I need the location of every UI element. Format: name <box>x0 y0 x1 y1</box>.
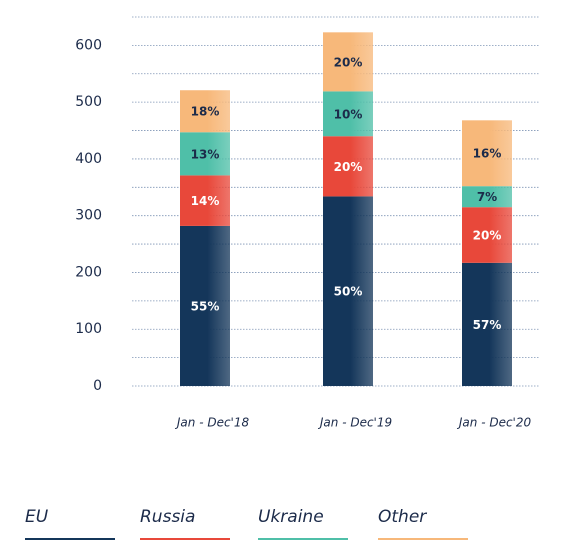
x-tick-label: Jan - Dec'19 <box>318 416 392 430</box>
bar-segment <box>462 262 512 386</box>
percent-label: 18% <box>191 105 220 119</box>
percent-label: 13% <box>191 147 220 161</box>
y-tick-label: 400 <box>75 151 102 167</box>
bar-segment <box>323 32 373 92</box>
percent-label: 20% <box>473 228 502 242</box>
legend-label: Other <box>378 507 427 527</box>
percent-label: 57% <box>473 318 502 332</box>
y-tick-label: 600 <box>75 37 102 53</box>
percent-label: 16% <box>473 147 502 161</box>
bar-segment <box>462 207 512 263</box>
bar-segment <box>180 225 230 386</box>
legend-label: Ukraine <box>258 507 324 527</box>
y-tick-label: 0 <box>93 378 102 394</box>
percent-label: 7% <box>477 190 497 204</box>
x-tick-label: Jan - Dec'18 <box>175 416 250 430</box>
percent-label: 10% <box>334 107 363 121</box>
legend-swatch <box>25 538 115 540</box>
x-tick-label: Jan - Dec'20 <box>457 416 532 430</box>
bar-segment <box>180 90 230 133</box>
bar-segment <box>323 136 373 197</box>
percent-label: 55% <box>191 299 220 313</box>
legend-swatch <box>140 538 230 540</box>
legend-swatch <box>378 538 468 540</box>
y-tick-label: 500 <box>75 94 102 110</box>
bar-segment <box>462 120 512 187</box>
y-tick-label: 300 <box>75 208 102 224</box>
y-tick-label: 200 <box>75 264 102 280</box>
percent-label: 20% <box>334 160 363 174</box>
bar-segment <box>462 186 512 208</box>
y-tick-label: 100 <box>75 321 102 337</box>
legend-swatch <box>258 538 348 540</box>
percent-label: 20% <box>334 55 363 69</box>
bar-segment <box>323 196 373 386</box>
legend-label: Russia <box>140 507 195 527</box>
bar-segment <box>180 175 230 226</box>
bar-segment <box>180 132 230 176</box>
legend-label: EU <box>25 507 49 527</box>
bar-segment <box>323 91 373 137</box>
percent-label: 50% <box>334 285 363 299</box>
percent-label: 14% <box>191 194 220 208</box>
